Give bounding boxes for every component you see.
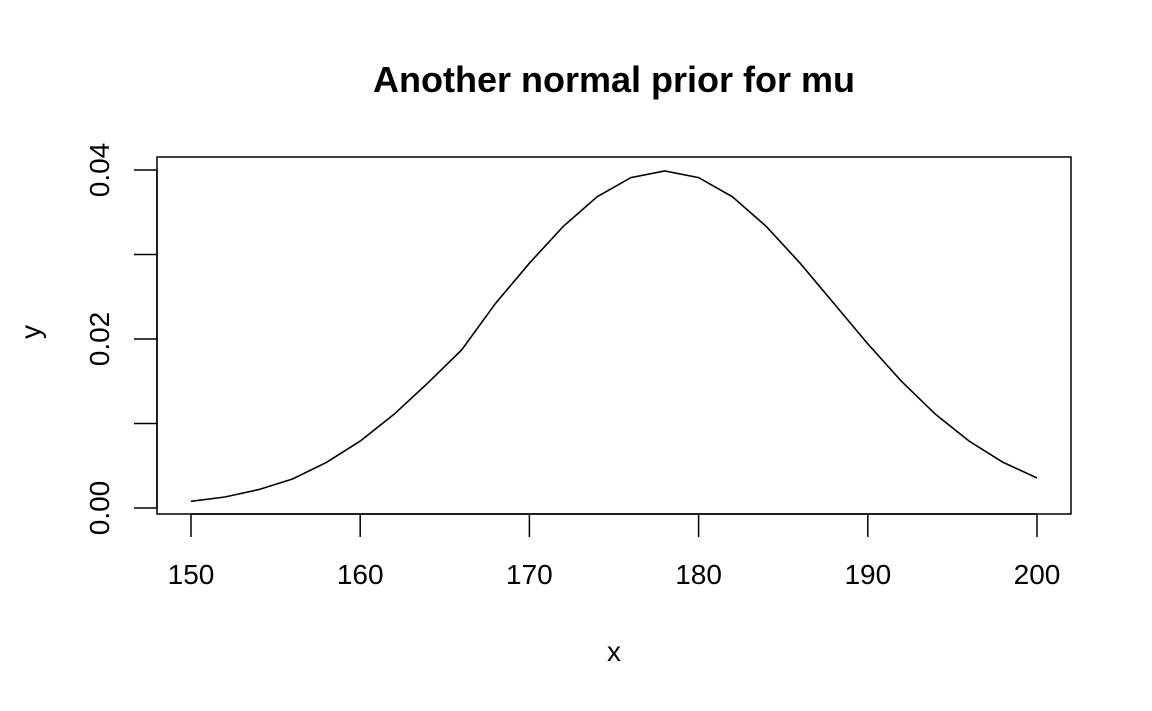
x-tick-label: 200 xyxy=(1014,559,1061,590)
y-axis-label: y xyxy=(15,325,46,339)
y-axis: 0.00 0.02 0.04 xyxy=(84,143,157,536)
chart-title: Another normal prior for mu xyxy=(373,59,855,100)
x-tick-label: 150 xyxy=(168,559,215,590)
x-tick-label: 180 xyxy=(675,559,722,590)
x-tick-label: 160 xyxy=(337,559,384,590)
y-tick-label: 0.02 xyxy=(84,312,115,367)
density-curve xyxy=(191,171,1037,501)
y-tick-label: 0.04 xyxy=(84,143,115,198)
plot-frame xyxy=(157,157,1071,514)
x-tick-label: 190 xyxy=(844,559,891,590)
x-tick-label: 170 xyxy=(506,559,553,590)
x-axis-label: x xyxy=(607,636,621,667)
y-tick-label: 0.00 xyxy=(84,481,115,536)
x-axis: 150 160 170 180 190 200 xyxy=(168,514,1061,590)
